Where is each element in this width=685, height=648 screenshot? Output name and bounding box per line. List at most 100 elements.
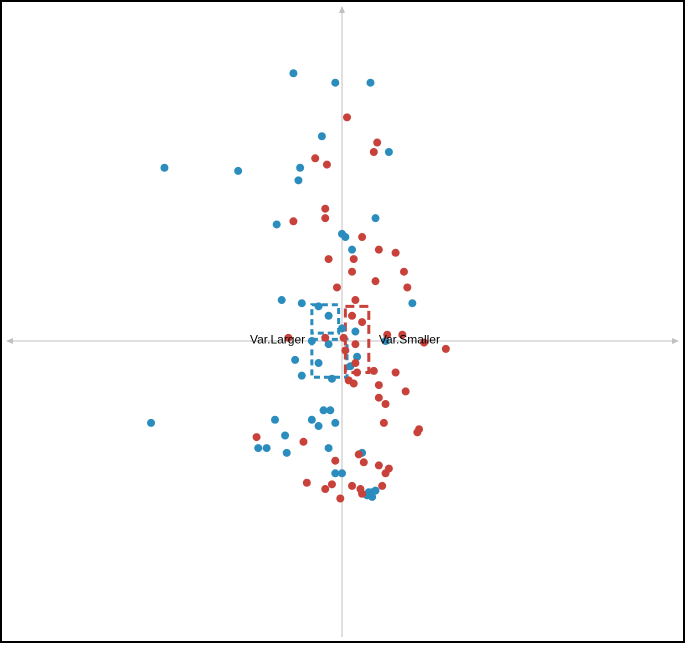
data-point-blue <box>351 327 360 336</box>
data-point-red <box>401 387 410 396</box>
data-point-blue <box>331 418 340 427</box>
data-point-red <box>353 368 362 377</box>
data-point-red <box>371 277 380 286</box>
data-point-blue <box>317 132 326 141</box>
data-point-blue <box>324 340 333 349</box>
data-point-red <box>348 311 357 320</box>
data-point-blue <box>381 337 390 345</box>
data-point-blue <box>307 415 316 424</box>
data-point-blue <box>319 406 328 415</box>
data-point-blue <box>408 299 417 308</box>
data-point-red <box>420 338 429 347</box>
data-point-red <box>391 248 400 257</box>
data-point-blue <box>294 176 303 185</box>
data-point-blue <box>281 431 290 440</box>
data-point-red <box>327 480 336 489</box>
data-point-blue <box>296 163 305 172</box>
data-point-red <box>369 366 378 375</box>
x-axis-arrow-right <box>672 338 679 344</box>
data-point-red <box>284 333 293 342</box>
data-point-red <box>383 330 392 339</box>
data-point-red <box>321 485 330 494</box>
data-point-red <box>348 267 357 276</box>
interval-box <box>310 303 341 335</box>
data-point-blue <box>160 163 169 172</box>
data-point-red <box>289 217 298 226</box>
data-point-blue <box>341 233 350 242</box>
data-point-blue <box>384 148 393 156</box>
data-point-red <box>332 283 341 292</box>
data-point-blue <box>314 302 323 311</box>
data-point-blue <box>371 214 380 223</box>
data-point-blue <box>147 418 156 427</box>
data-point-red <box>348 481 357 490</box>
data-point-red <box>379 418 388 427</box>
data-point-red <box>343 113 352 122</box>
data-point-red <box>349 255 358 264</box>
data-point-red <box>369 148 378 156</box>
data-point-red <box>391 368 400 377</box>
data-point-red <box>351 340 360 349</box>
data-point-blue <box>234 166 243 175</box>
data-point-blue <box>331 78 340 87</box>
data-point-blue <box>262 444 271 453</box>
data-point-blue <box>282 448 291 457</box>
data-point-red <box>374 245 383 254</box>
data-point-red <box>324 255 333 264</box>
data-point-red <box>331 456 340 465</box>
data-point-red <box>374 381 383 390</box>
data-point-red <box>403 283 412 292</box>
data-point-red <box>299 437 308 446</box>
data-point-red <box>374 393 383 402</box>
data-point-blue <box>254 444 263 453</box>
data-point-red <box>252 433 261 442</box>
data-point-red <box>378 481 387 490</box>
data-point-blue <box>314 422 323 431</box>
data-point-blue <box>353 352 362 361</box>
data-point-blue <box>324 311 333 320</box>
data-point-red <box>336 494 345 503</box>
data-point-blue <box>271 415 279 424</box>
data-point-red <box>381 400 390 408</box>
data-point-blue <box>348 245 357 254</box>
data-point-red <box>374 461 383 470</box>
data-point-red <box>358 318 367 327</box>
data-point-red <box>399 267 408 276</box>
data-point-red <box>441 344 450 353</box>
annotations: Var.Larger Var.Smaller <box>250 333 440 347</box>
data-point-blue <box>331 469 340 478</box>
data-point-blue <box>297 299 306 308</box>
data-point-blue <box>326 406 335 415</box>
data-point-blue <box>366 78 375 87</box>
data-point-red <box>311 154 320 163</box>
data-point-blue <box>272 220 281 229</box>
data-point-red <box>354 450 363 459</box>
data-point-red <box>322 160 331 169</box>
y-axis-arrow-top <box>339 6 345 13</box>
annotation-var-larger: Var.Larger <box>250 333 305 347</box>
data-point-red <box>398 330 407 339</box>
data-point-red <box>359 458 368 467</box>
data-point-blue <box>314 359 323 368</box>
data-point-blue <box>297 371 306 380</box>
annotation-var-smaller: Var.Smaller <box>379 333 440 347</box>
data-point-blue <box>371 486 380 495</box>
data-point-red <box>384 464 393 473</box>
x-axis-arrow-left <box>6 338 13 344</box>
data-point-blue <box>368 492 377 501</box>
data-point-red <box>302 478 311 487</box>
data-point-blue <box>324 444 333 453</box>
data-point-red <box>321 204 330 213</box>
data-points <box>147 69 450 503</box>
data-point-red <box>341 346 350 355</box>
data-point-red <box>321 214 330 223</box>
data-point-red <box>321 333 330 342</box>
data-point-red <box>351 296 360 305</box>
data-point-red <box>351 359 360 368</box>
data-point-blue <box>338 469 346 478</box>
data-point-blue <box>307 337 316 345</box>
data-point-red <box>413 428 422 437</box>
data-point-red <box>358 489 367 498</box>
